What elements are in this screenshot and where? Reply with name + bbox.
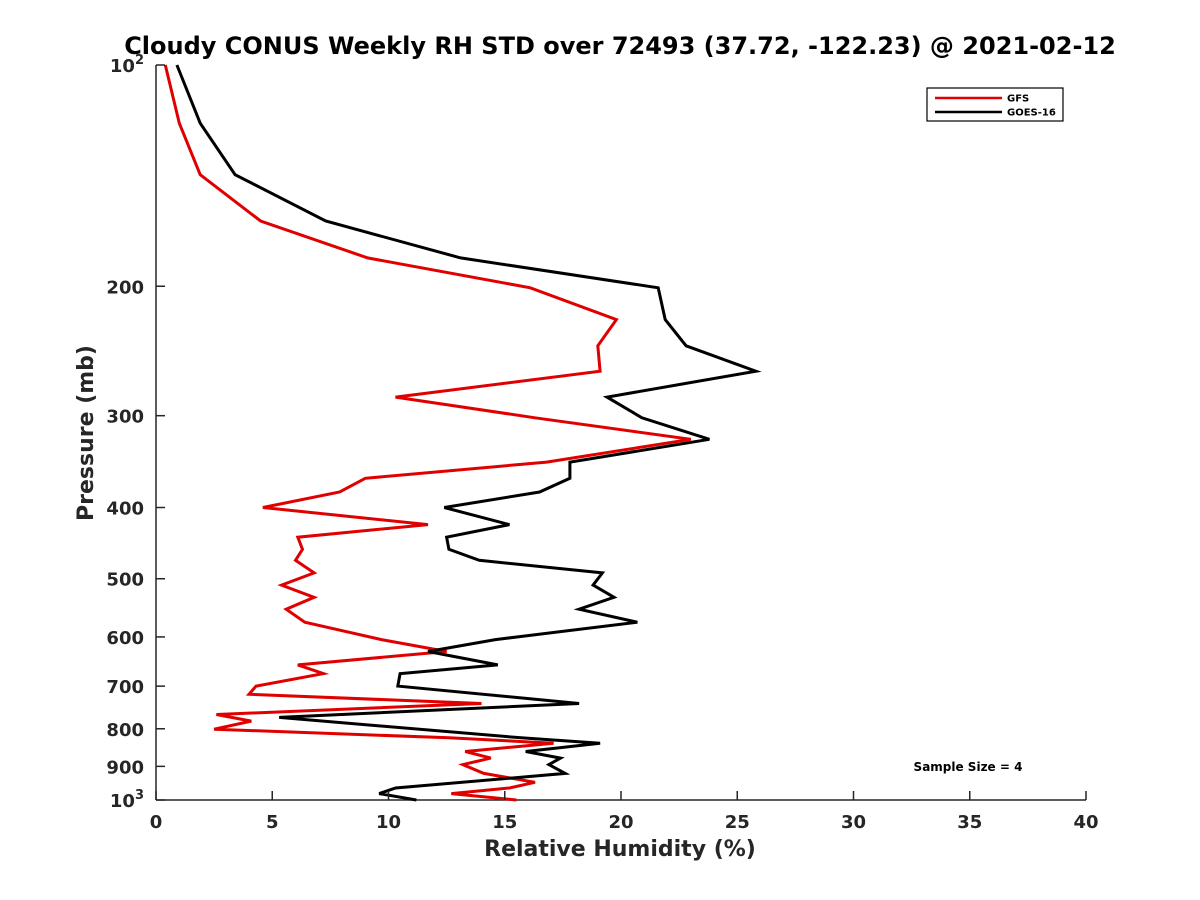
series-line-gfs bbox=[163, 64, 692, 802]
y-tick-label: 500 bbox=[106, 570, 144, 591]
x-axis-label: Relative Humidity (%) bbox=[484, 837, 756, 862]
plot-area bbox=[155, 65, 1086, 801]
legend-entry: GOES-16 bbox=[1007, 108, 1056, 119]
series-line-goes-16 bbox=[175, 64, 762, 802]
y-axis: 102 200 300 400 500 600 700 800 900 103 bbox=[106, 53, 165, 812]
y-tick-label: 900 bbox=[106, 757, 144, 778]
x-tick-label: 35 bbox=[957, 812, 982, 833]
x-tick-label: 15 bbox=[492, 812, 517, 833]
y-tick-label: 400 bbox=[106, 499, 144, 520]
y-tick-label: 200 bbox=[106, 277, 144, 298]
chart-title: Cloudy CONUS Weekly RH STD over 72493 (3… bbox=[124, 32, 1116, 60]
y-tick-label: 700 bbox=[106, 677, 144, 698]
series-layer bbox=[163, 64, 762, 802]
y-tick-label: 102 bbox=[110, 53, 144, 77]
x-tick-label: 30 bbox=[841, 812, 866, 833]
y-tick-label: 300 bbox=[106, 407, 144, 428]
legend-entry: GFS bbox=[1007, 94, 1029, 105]
x-tick-label: 5 bbox=[266, 812, 279, 833]
y-tick-label: 800 bbox=[106, 720, 144, 741]
y-axis-label: Pressure (mb) bbox=[74, 345, 99, 521]
y-tick-label: 103 bbox=[110, 788, 144, 812]
x-tick-label: 20 bbox=[608, 812, 633, 833]
y-tick-label: 600 bbox=[106, 628, 144, 649]
sample-size-annotation: Sample Size = 4 bbox=[914, 760, 1023, 774]
x-tick-label: 10 bbox=[376, 812, 401, 833]
x-tick-label: 25 bbox=[725, 812, 750, 833]
x-tick-label: 40 bbox=[1073, 812, 1098, 833]
legend: GFS GOES-16 bbox=[926, 87, 1064, 122]
legend-box bbox=[926, 87, 1064, 122]
x-tick-label: 0 bbox=[150, 812, 163, 833]
x-axis: 0 5 10 15 20 25 30 35 40 bbox=[150, 791, 1099, 833]
